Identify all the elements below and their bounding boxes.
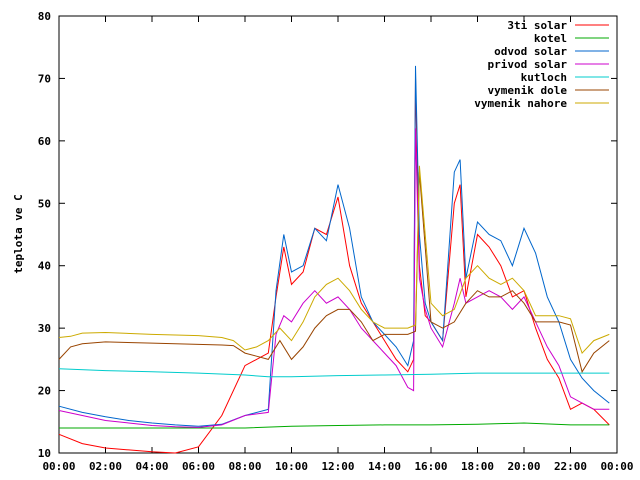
series-line-3 [58,128,610,428]
x-tick-label: 18:00 [461,460,494,473]
x-axis: 00:00 02:00 04:00 06:00 08:00 10:00 12:00 14:00… [42,16,634,473]
legend-label: kotel [534,32,567,45]
series-lines [58,65,610,454]
y-tick-label: 50 [38,197,51,210]
x-tick-label: 02:00 [89,460,122,473]
x-tick-label: 14:00 [368,460,401,473]
y-tick-label: 30 [38,322,51,335]
x-tick-label: 20:00 [507,460,540,473]
legend-label: 3ti solar [507,19,567,32]
series-line-4 [58,368,610,378]
x-tick-label: 06:00 [182,460,215,473]
legend-label: vymenik nahore [474,97,567,110]
series-line-5 [58,172,610,374]
x-tick-label: 04:00 [135,460,168,473]
x-tick-label: 10:00 [275,460,308,473]
legend-label: kutloch [521,71,567,84]
series-line-6 [58,165,610,355]
y-tick-label: 70 [38,72,51,85]
series-line-1 [59,422,610,429]
y-tick-label: 80 [38,10,51,23]
x-tick-label: 22:00 [554,460,587,473]
x-tick-label: 16:00 [414,460,447,473]
y-axis-label: teplota ve C [12,194,25,273]
x-tick-label: 00:00 [42,460,75,473]
x-tick-label: 12:00 [321,460,354,473]
y-axis: 10 20 30 40 50 60 70 80 [38,10,617,460]
series-line-0 [58,78,610,454]
y-tick-label: 40 [38,260,51,273]
y-tick-label: 60 [38,135,51,148]
x-tick-label: 00:00 [600,460,633,473]
y-tick-label: 20 [38,385,51,398]
legend-label: privod solar [488,58,568,71]
legend-label: odvod solar [494,45,567,58]
y-tick-label: 10 [38,447,51,460]
legend-label: vymenik dole [488,84,568,97]
series-line-2 [58,65,610,427]
x-tick-label: 08:00 [228,460,261,473]
